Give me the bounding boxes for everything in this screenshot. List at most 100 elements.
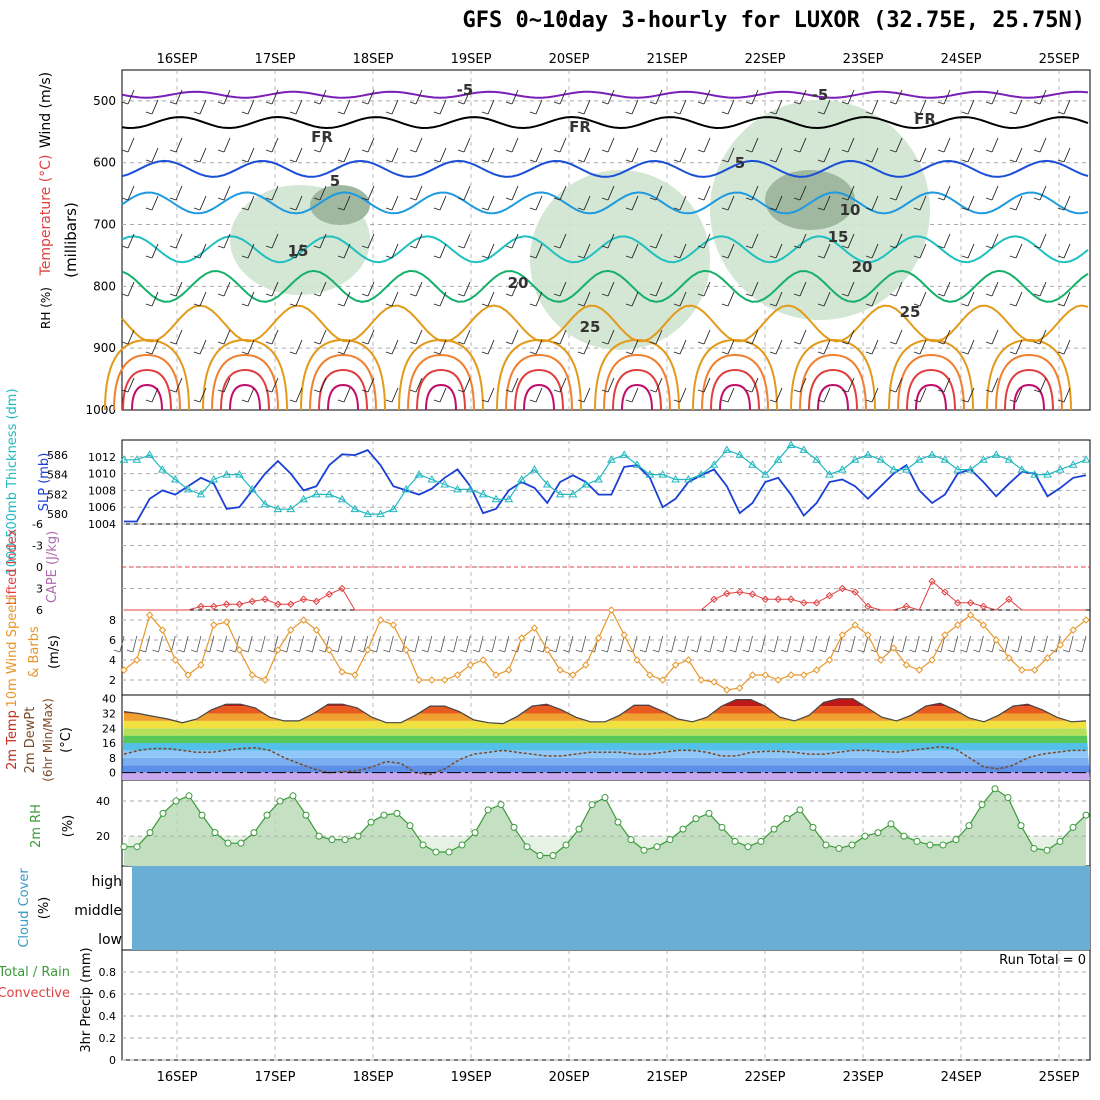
wind-barb: [343, 195, 351, 211]
wind-speed-point: [889, 644, 898, 652]
wind-barb: [241, 351, 249, 355]
wind-barb: [775, 147, 783, 163]
warm-loop: [505, 353, 573, 411]
lifted-point: [838, 584, 847, 593]
lifted-line: [124, 580, 1086, 611]
surface-barb: [427, 635, 433, 653]
rh-point: [848, 841, 856, 849]
wind-barb: [169, 293, 177, 297]
wind-barb: [127, 137, 135, 153]
warm-loop: [523, 383, 555, 411]
wind-speed-point: [1056, 641, 1065, 649]
wind-barb: [511, 329, 519, 345]
surface-barb: [145, 635, 151, 653]
surface-barb: [914, 635, 920, 653]
surface-barb: [793, 649, 800, 653]
wind-barb: [199, 339, 207, 355]
wind-barb: [913, 255, 921, 259]
wind-speed-point: [992, 636, 1000, 644]
date-label-top: 24SEP: [941, 52, 982, 67]
wind-barb: [175, 377, 183, 393]
warm-loop: [398, 338, 484, 411]
wind-barb: [343, 243, 351, 259]
wind-barb: [577, 303, 585, 307]
warm-loop: [496, 338, 582, 411]
wind-barb: [313, 341, 321, 345]
wind-barb: [985, 197, 993, 201]
thickness-point: [312, 489, 321, 498]
wind-speed-point: [479, 656, 487, 664]
thickness-line: [124, 444, 1087, 515]
wind-barb: [1039, 233, 1047, 249]
cloud-axis-label: Cloud Cover: [17, 868, 32, 948]
lifted-point: [851, 588, 859, 596]
wind-speed-point: [453, 671, 462, 679]
surface-barb: [447, 649, 454, 653]
wind-barb: [319, 329, 327, 345]
rh-point: [445, 848, 453, 856]
thickness-point: [709, 460, 719, 468]
thickness-point: [145, 450, 155, 458]
surface-barb: [1024, 649, 1031, 653]
wind-barb: [961, 399, 969, 403]
wind-barb: [865, 351, 873, 355]
wind-barb: [535, 195, 543, 211]
wind-barb: [631, 387, 639, 403]
wind-barb: [937, 197, 945, 201]
date-label-bottom: 17SEP: [255, 1070, 296, 1085]
surface-barb: [363, 635, 369, 653]
temp-tick-label: 16: [102, 737, 116, 750]
wind-speed-point: [928, 656, 936, 664]
wind-barb: [751, 377, 759, 393]
surface-barb: [388, 635, 394, 653]
wind-barb: [1009, 111, 1017, 115]
wind-barb: [343, 387, 351, 403]
wind-barb: [895, 89, 903, 105]
wind-barb: [793, 197, 801, 201]
wind-barb: [577, 255, 585, 259]
wind-barb: [919, 147, 927, 163]
wind-barb: [1015, 195, 1023, 211]
warm-loop: [202, 338, 288, 411]
surface-barb: [203, 649, 210, 653]
wind-barb: [655, 185, 663, 201]
wind-barb: [961, 351, 969, 355]
wind-barb: [439, 291, 447, 307]
wind-speed-point: [466, 661, 475, 669]
wind-barb: [889, 197, 897, 201]
wind-barb: [337, 111, 345, 115]
wind-speed-point: [710, 678, 718, 686]
isotherm-line: [121, 191, 1089, 215]
wind-barb: [577, 111, 585, 115]
wind-barb: [991, 281, 999, 297]
wind-barb: [937, 389, 945, 393]
thickness-point: [376, 509, 385, 518]
wind-barb: [631, 147, 639, 163]
temp-band: [122, 750, 1090, 758]
surface-barb: [247, 635, 253, 653]
wind-barb: [553, 341, 561, 345]
warm-loop: [799, 353, 867, 411]
rh-point: [497, 801, 505, 809]
pressure-axis-label: (millibars): [62, 202, 80, 278]
wind-speed-point: [671, 661, 680, 669]
wind-barb: [529, 159, 537, 163]
wind-speed-point: [505, 666, 513, 674]
thickness-point: [235, 470, 244, 478]
wind-speed-line: [123, 608, 1087, 691]
wind-barb: [217, 341, 225, 345]
surface-barb: [568, 635, 574, 653]
warm-loop: [692, 338, 778, 411]
rh-point: [1030, 844, 1038, 852]
wind-barb: [529, 303, 537, 307]
wind-barb: [367, 329, 375, 345]
wind-barb: [1015, 147, 1023, 163]
wind-barb: [649, 197, 657, 201]
wind-barb: [223, 137, 231, 153]
wind-barb: [151, 243, 159, 259]
thickness-point: [504, 494, 514, 503]
wind-speed-point: [120, 666, 128, 674]
wind-barb: [199, 147, 207, 163]
wind-barb: [391, 291, 399, 307]
rh-point: [588, 801, 596, 809]
